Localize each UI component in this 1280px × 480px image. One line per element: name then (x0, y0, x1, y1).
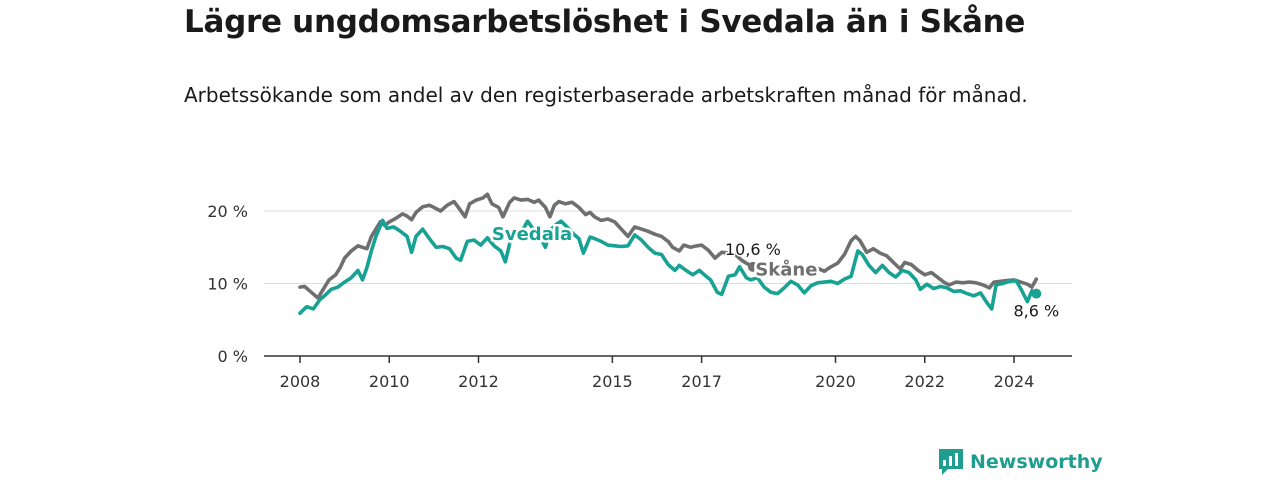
bar-chart-icon (939, 449, 963, 475)
series-end-value-label: 8,6 % (1013, 302, 1059, 321)
y-tick-label: 20 % (207, 202, 248, 221)
series-line-skane (809, 234, 1039, 290)
series-lines (298, 192, 1042, 315)
x-tick-label: 2017 (681, 372, 722, 391)
y-tick-label: 10 % (207, 275, 248, 294)
series-end-value-label: 10,6 % (725, 240, 781, 259)
chart-title: Lägre ungdomsarbetslöshet i Svedala än i… (184, 4, 1026, 40)
axes: 0 % 10 % 20 % 2008 2010 2012 2015 2017 2020 2022 2… (207, 202, 1072, 391)
grid-lines (264, 210, 1072, 284)
line-chart: 0 % 10 % 20 % 2008 2010 2012 2015 2017 2020 2022 2… (207, 192, 1072, 391)
series-line-skane (298, 192, 755, 300)
y-tick-label: 0 % (218, 347, 248, 366)
series-end-marker (1031, 288, 1042, 299)
x-tick-label: 2012 (458, 372, 499, 391)
brand-name: Newsworthy (970, 451, 1103, 473)
x-tick-label: 2020 (815, 372, 856, 391)
series-name-label: Skåne (755, 259, 817, 281)
x-tick-label: 2010 (369, 372, 410, 391)
chart-subtitle: Arbetssökande som andel av den registerb… (184, 83, 1028, 107)
x-tick-label: 2015 (592, 372, 633, 391)
newsworthy-logo: Newsworthy (938, 448, 1103, 476)
series-labels: 10,6 % 8,6 % Svedala Skåne (489, 222, 1060, 322)
x-tick-label: 2022 (904, 372, 945, 391)
series-line-svedala (298, 218, 1039, 315)
series-end-marker (747, 261, 758, 272)
series-name-label: Svedala (492, 224, 572, 245)
x-tick-label: 2008 (280, 372, 321, 391)
x-tick-label: 2024 (994, 372, 1035, 391)
